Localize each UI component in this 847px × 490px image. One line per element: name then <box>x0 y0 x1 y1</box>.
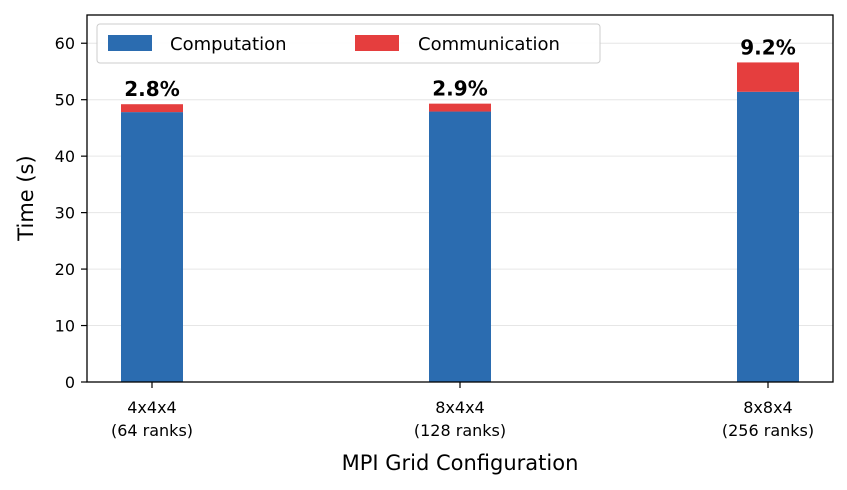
bars <box>121 62 799 383</box>
x-tick-label: (64 ranks) <box>111 421 193 440</box>
legend-label-computation: Computation <box>170 34 287 55</box>
x-axis-title: MPI Grid Configuration <box>342 451 579 475</box>
y-tick-label: 0 <box>65 373 75 392</box>
bar-communication-3 <box>737 62 799 92</box>
bar-computation-1 <box>121 112 183 383</box>
bar-communication-1 <box>121 104 183 113</box>
y-tick-label: 30 <box>55 204 75 223</box>
bar-percent-label: 9.2% <box>740 35 795 59</box>
y-tick-label: 40 <box>55 147 75 166</box>
bar-percent-label: 2.9% <box>432 77 487 101</box>
bar-percent-label: 2.8% <box>124 77 179 101</box>
y-tick-label: 60 <box>55 34 75 53</box>
bar-communication-2 <box>429 103 491 112</box>
x-tick-label: (256 ranks) <box>722 421 814 440</box>
x-tick-label: 8x8x4 <box>743 398 792 417</box>
bar-computation-3 <box>737 91 799 382</box>
x-tick-label: 8x4x4 <box>435 398 484 417</box>
x-tick-label: (128 ranks) <box>414 421 506 440</box>
legend-swatch-computation <box>108 35 152 51</box>
y-tick-label: 10 <box>55 317 75 336</box>
bar-computation-2 <box>429 111 491 383</box>
y-tick-label: 50 <box>55 91 75 110</box>
legend-label-communication: Communication <box>418 34 560 55</box>
y-tick-label: 20 <box>55 260 75 279</box>
legend-swatch-communication <box>355 35 399 51</box>
x-axis: 4x4x4 (64 ranks) 8x4x4 (128 ranks) 8x8x4 (256… <box>111 382 814 440</box>
y-axis: 0 10 20 30 40 50 60 <box>55 34 87 392</box>
y-axis-title: Time (s) <box>14 155 38 241</box>
x-tick-label: 4x4x4 <box>127 398 176 417</box>
legend: Computation Communication <box>96 23 601 64</box>
data-labels: 2.8% 2.9% 9.2% <box>124 35 795 101</box>
legend-box <box>96 23 601 64</box>
